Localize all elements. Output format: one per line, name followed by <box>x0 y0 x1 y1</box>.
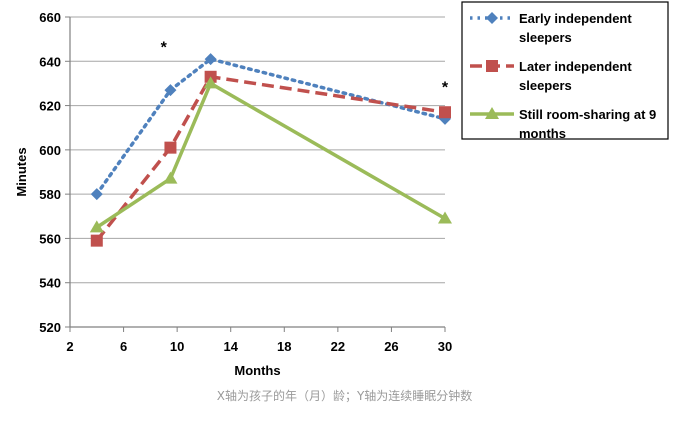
data-point <box>90 188 103 201</box>
series-line <box>95 57 447 196</box>
data-point <box>203 76 218 89</box>
series-1 <box>90 53 451 201</box>
figure-caption: X轴为孩子的年（月）龄；Y轴为连续睡眠分钟数 <box>216 389 473 403</box>
legend-label: months <box>519 126 566 141</box>
x-tick-label: 30 <box>438 339 452 354</box>
data-point <box>90 234 103 247</box>
series-line <box>95 74 446 242</box>
x-tick-label: 14 <box>223 339 238 354</box>
data-point <box>89 220 104 233</box>
y-tick-label: 520 <box>39 320 61 335</box>
x-tick-label: 26 <box>384 339 398 354</box>
data-point <box>164 141 177 154</box>
significance-asterisk: * <box>161 39 168 56</box>
data-point <box>204 53 217 66</box>
legend-swatch-marker <box>486 12 498 24</box>
x-tick-label: 18 <box>277 339 291 354</box>
series-2 <box>90 70 451 247</box>
x-axis-title: Months <box>234 363 280 378</box>
significance-asterisk: * <box>442 79 449 96</box>
data-point <box>438 211 452 224</box>
y-axis-title: Minutes <box>14 147 29 196</box>
x-tick-label: 2 <box>66 339 73 354</box>
data-point <box>164 84 177 97</box>
y-tick-label: 620 <box>39 99 61 114</box>
y-tick-label: 660 <box>39 10 61 25</box>
y-tick-label: 560 <box>39 231 61 246</box>
x-tick-label: 6 <box>120 339 127 354</box>
legend-label: sleepers <box>519 78 572 93</box>
axes <box>69 17 446 332</box>
y-tick-label: 600 <box>39 143 61 158</box>
legend-swatch-marker <box>485 107 499 119</box>
data-point <box>439 106 451 119</box>
legend-label: Still room-sharing at 9 <box>519 107 656 122</box>
series-3 <box>89 76 452 233</box>
y-tick-labels: 520 540 560 580 600 620 640 660 <box>39 10 61 335</box>
y-tick-label: 580 <box>39 187 61 202</box>
x-tick-label: 10 <box>170 339 184 354</box>
data-point <box>163 171 178 184</box>
legend-label: Later independent <box>519 59 632 74</box>
legend-label: sleepers <box>519 30 572 45</box>
series-group <box>89 53 452 247</box>
legend-swatch-marker <box>486 60 498 72</box>
annotations: ** <box>161 39 449 96</box>
y-tick-label: 640 <box>39 54 61 69</box>
x-tick-label: 22 <box>331 339 345 354</box>
grid-lines <box>65 16 445 328</box>
y-tick-label: 540 <box>39 276 61 291</box>
legend-label: Early independent <box>519 11 632 26</box>
series-line <box>95 80 446 229</box>
legend: Early independent sleepers Later independe… <box>461 1 669 141</box>
x-tick-labels: 2 6 10 14 18 22 26 30 <box>66 339 452 354</box>
